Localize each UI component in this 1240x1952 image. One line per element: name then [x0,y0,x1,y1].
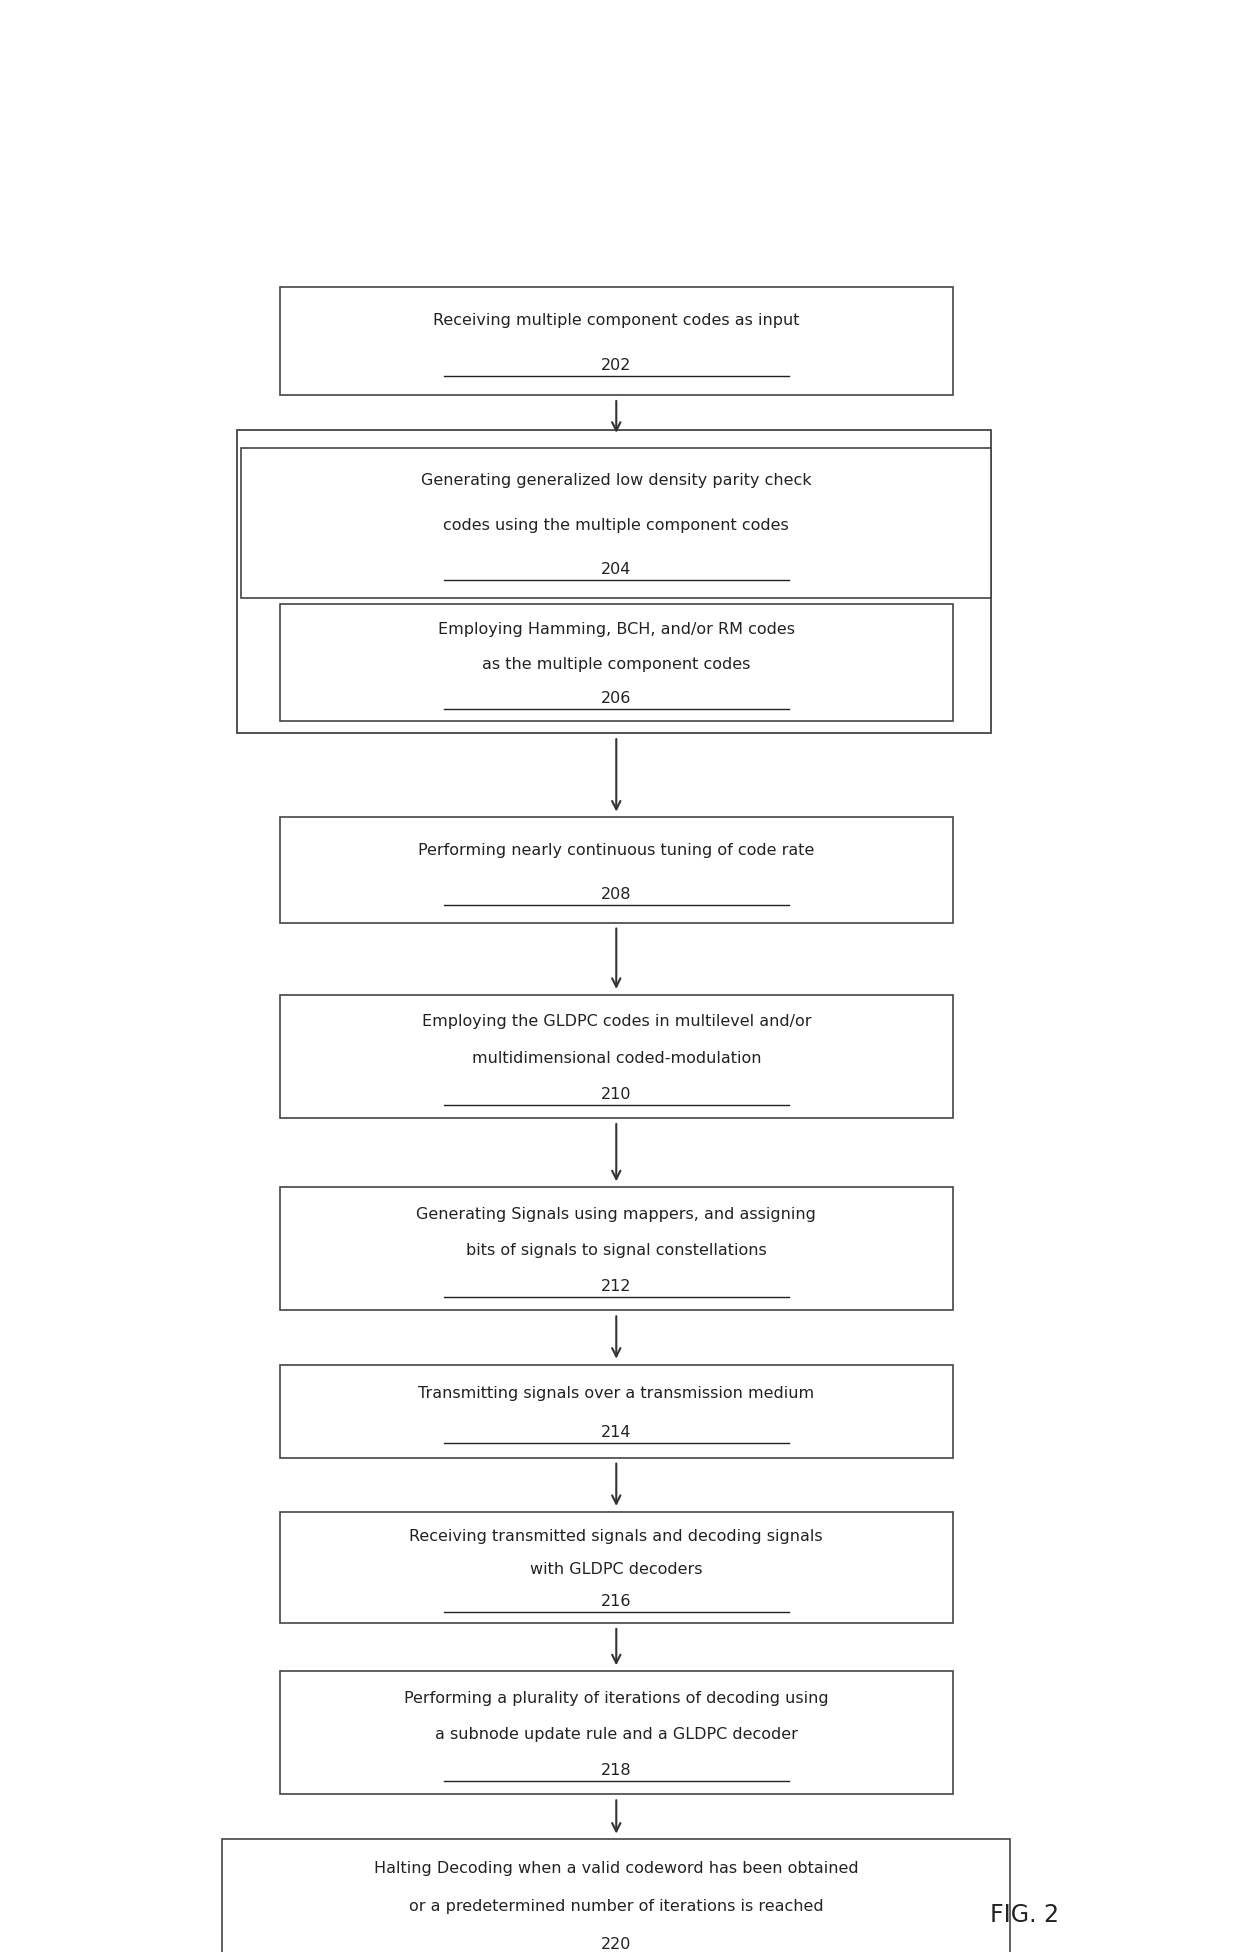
Text: as the multiple component codes: as the multiple component codes [482,656,750,671]
Text: Performing nearly continuous tuning of code rate: Performing nearly continuous tuning of c… [418,843,815,857]
Text: Receiving transmitted signals and decoding signals: Receiving transmitted signals and decodi… [409,1528,823,1544]
Text: or a predetermined number of iterations is reached: or a predetermined number of iterations … [409,1899,823,1913]
Text: 220: 220 [601,1936,631,1952]
Text: Employing Hamming, BCH, and/or RM codes: Employing Hamming, BCH, and/or RM codes [438,623,795,638]
Bar [280,1187,952,1310]
Bar [280,287,952,394]
Text: Employing the GLDPC codes in multilevel and/or: Employing the GLDPC codes in multilevel … [422,1015,811,1029]
Bar [222,1839,1011,1952]
Text: 214: 214 [601,1425,631,1441]
Text: 202: 202 [601,359,631,373]
Text: a subnode update rule and a GLDPC decoder: a subnode update rule and a GLDPC decode… [435,1728,797,1741]
Text: bits of signals to signal constellations: bits of signals to signal constellations [466,1243,766,1259]
Bar [280,1671,952,1794]
Text: Generating generalized low density parity check: Generating generalized low density parit… [420,472,812,488]
Text: 204: 204 [601,562,631,576]
Bar [280,1364,952,1458]
Text: Transmitting signals over a transmission medium: Transmitting signals over a transmission… [418,1386,815,1402]
Bar [280,603,952,720]
Bar [280,996,952,1118]
Bar [242,447,991,597]
Text: 212: 212 [601,1279,631,1294]
Text: FIG. 2: FIG. 2 [991,1903,1059,1927]
Bar [280,818,952,923]
Text: 216: 216 [601,1595,631,1608]
Text: with GLDPC decoders: with GLDPC decoders [529,1562,703,1577]
Text: Generating Signals using mappers, and assigning: Generating Signals using mappers, and as… [417,1206,816,1222]
Text: 218: 218 [601,1763,631,1778]
Text: codes using the multiple component codes: codes using the multiple component codes [444,517,789,533]
Text: 208: 208 [601,886,631,902]
Text: multidimensional coded-modulation: multidimensional coded-modulation [471,1050,761,1066]
Text: Halting Decoding when a valid codeword has been obtained: Halting Decoding when a valid codeword h… [374,1860,858,1876]
Text: 206: 206 [601,691,631,707]
Text: 210: 210 [601,1087,631,1103]
Text: Performing a plurality of iterations of decoding using: Performing a plurality of iterations of … [404,1690,828,1706]
Bar [280,1511,952,1622]
Text: Receiving multiple component codes as input: Receiving multiple component codes as in… [433,312,800,328]
Bar [237,429,991,734]
